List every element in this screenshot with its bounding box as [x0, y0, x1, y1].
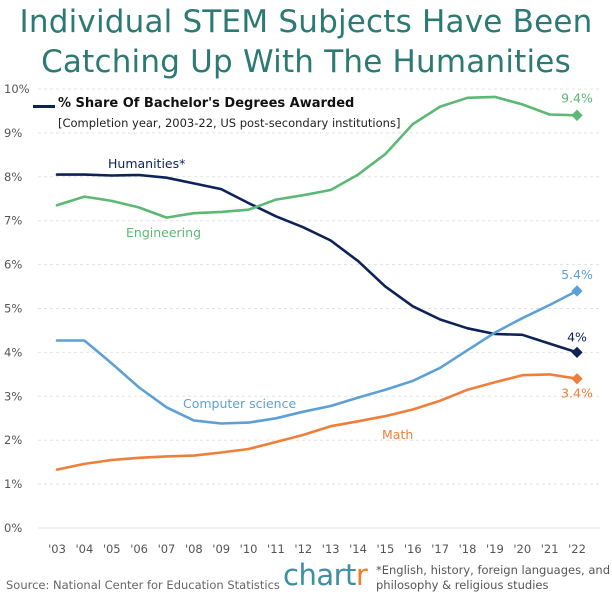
end-marker [571, 285, 583, 297]
x-tick-label: '03 [48, 542, 66, 556]
footnote: *English, history, foreign languages, an… [376, 563, 611, 592]
x-tick-label: '22 [568, 542, 586, 556]
legend-subtitle: [Completion year, 2003-22, US post-secon… [58, 116, 401, 130]
chart-title: Individual STEM Subjects Have Been Catch… [0, 2, 612, 82]
end-marker [571, 109, 583, 121]
y-tick-label: 9% [4, 126, 22, 140]
x-tick-label: '15 [377, 542, 395, 556]
x-tick-label: '05 [103, 542, 121, 556]
x-tick-label: '19 [486, 542, 504, 556]
brand-accent: r [355, 558, 368, 592]
end-value-label: 9.4% [561, 90, 593, 105]
x-tick-label: '18 [459, 542, 477, 556]
y-tick-label: 1% [4, 477, 22, 491]
x-tick-label: '04 [75, 542, 93, 556]
series-line [55, 373, 579, 471]
y-tick-label: 6% [4, 258, 22, 272]
series-label: Computer science [183, 396, 296, 411]
brand-logo: chartr [283, 558, 368, 592]
y-tick-label: 0% [4, 521, 22, 535]
x-tick-label: '11 [267, 542, 285, 556]
x-tick-label: '13 [322, 542, 340, 556]
x-tick-label: '21 [541, 542, 559, 556]
end-marker [571, 373, 583, 385]
y-tick-label: 8% [4, 170, 22, 184]
legend-title: % Share Of Bachelor's Degrees Awarded [58, 96, 355, 111]
x-tick-label: '16 [404, 542, 422, 556]
y-tick-label: 5% [4, 302, 22, 316]
y-tick-label: 3% [4, 389, 22, 403]
series-label: Math [382, 427, 413, 442]
x-tick-label: '10 [240, 542, 258, 556]
series-line [55, 289, 579, 425]
x-tick-label: '17 [431, 542, 449, 556]
source-note: Source: National Center for Education St… [6, 578, 280, 592]
series-label: Humanities* [108, 156, 185, 171]
x-tick-label: '14 [349, 542, 367, 556]
y-tick-label: 2% [4, 433, 22, 447]
end-marker [571, 346, 583, 359]
brand-main: chart [283, 558, 356, 592]
title-line-1: Individual STEM Subjects Have Been [19, 4, 593, 40]
x-tick-label: '20 [513, 542, 531, 556]
end-value-label: 5.4% [561, 267, 593, 282]
series-line [55, 95, 579, 219]
y-tick-label: 10% [4, 82, 30, 96]
series-line [55, 173, 579, 354]
x-tick-label: '08 [185, 542, 203, 556]
y-tick-label: 4% [4, 345, 22, 359]
title-line-2: Catching Up With The Humanities [41, 44, 571, 80]
series-label: Engineering [126, 225, 201, 240]
legend-swatch [33, 105, 55, 108]
x-tick-label: '09 [212, 542, 230, 556]
end-value-label: 4% [567, 329, 587, 344]
y-tick-label: 7% [4, 214, 22, 228]
end-value-label: 3.4% [561, 386, 593, 401]
x-tick-label: '07 [158, 542, 176, 556]
x-tick-label: '06 [130, 542, 148, 556]
x-tick-label: '12 [294, 542, 312, 556]
